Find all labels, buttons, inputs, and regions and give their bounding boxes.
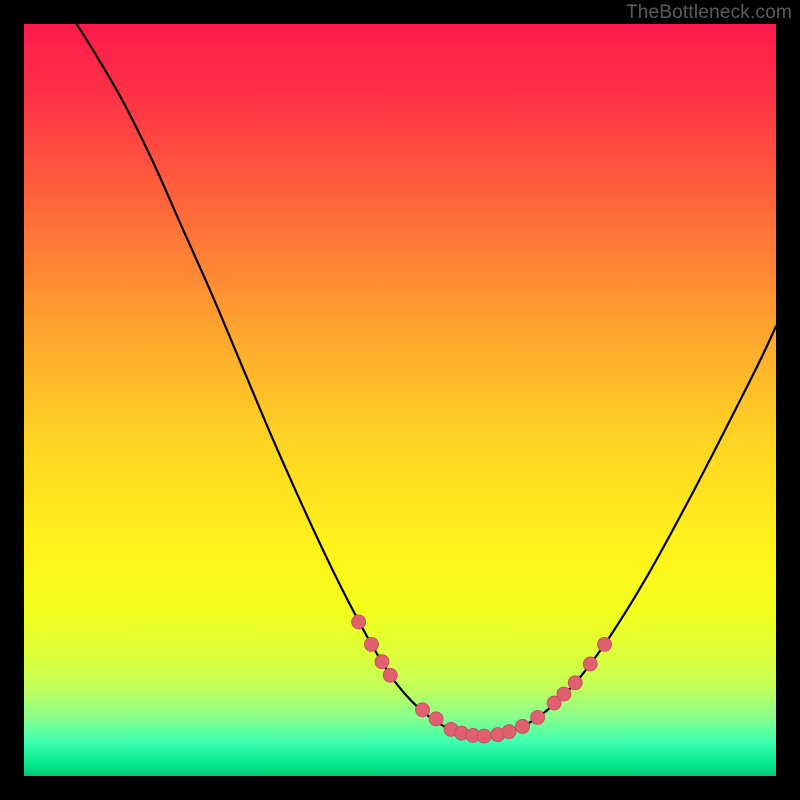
data-marker (416, 703, 430, 717)
plot-area (24, 24, 776, 776)
data-marker (429, 712, 443, 726)
data-marker (364, 637, 378, 651)
bottleneck-curve (77, 24, 776, 736)
data-marker (352, 615, 366, 629)
watermark-text: TheBottleneck.com (626, 2, 792, 24)
data-marker (502, 725, 516, 739)
markers-group (352, 615, 612, 743)
data-marker (383, 668, 397, 682)
data-marker (598, 637, 612, 651)
curve-layer (24, 24, 776, 776)
chart-frame (24, 24, 776, 776)
data-marker (583, 657, 597, 671)
data-marker (516, 719, 530, 733)
data-marker (375, 655, 389, 669)
data-marker (557, 687, 571, 701)
data-marker (568, 676, 582, 690)
data-marker (477, 729, 491, 743)
data-marker (531, 710, 545, 724)
